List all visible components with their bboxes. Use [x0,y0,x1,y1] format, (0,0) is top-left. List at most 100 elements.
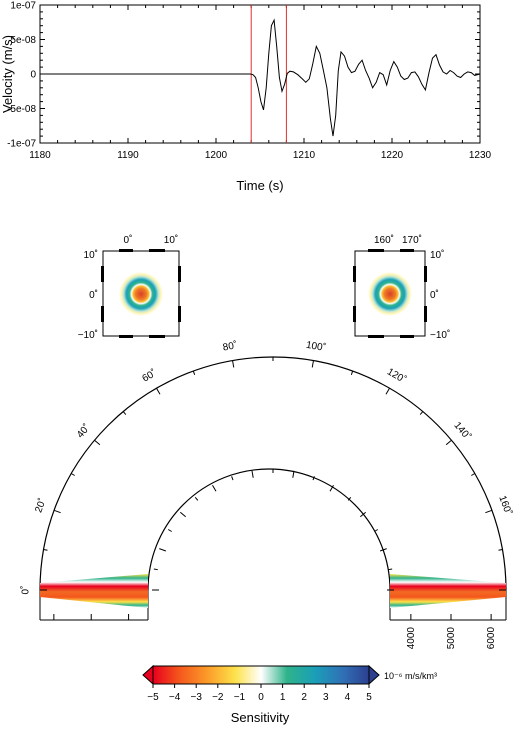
left-kernel-banana [40,574,148,608]
window-markers [250,5,287,143]
receiver-map-lon-label-0: 160˚ [374,234,394,246]
source-kernel-pattern [116,269,166,319]
colorbar-tick-label: 3 [323,692,329,703]
inner-angle-tick [212,484,217,492]
inner-angle-tick [153,568,158,571]
colorbar-ticks: −5 −4 −3 −2 −1 0 1 2 3 4 5 [147,684,372,703]
receiver-map-lon-label-1: 170˚ [402,234,422,246]
receiver-kernel-pattern [365,269,415,319]
inner-angle-tick [379,548,387,552]
inner-angle-tick [231,476,234,481]
colorbar-tick-label: −5 [147,692,159,703]
colorbar-tick-label: −2 [212,692,224,703]
receiver-map-lat-label-2: −10˚ [430,329,450,341]
inner-angle-tick [167,529,172,532]
outer-angle-tick [485,509,493,514]
inner-arc [147,468,391,591]
angle-tick-label: 140˚ [451,419,473,442]
colorbar-tick-label: 0 [258,692,264,703]
colorbar-gradient [152,665,370,685]
right-kernel-banana [390,574,506,608]
radius-ticks: 4000 5000 6000 [53,614,497,650]
source-map-lat-label-2: −10˚ [78,329,98,341]
receiver-map-lat-label-0: 10˚ [430,249,444,261]
source-map-border-bars [101,249,181,338]
x-tick-label: 1220 [381,150,404,161]
outer-angle-tick [498,549,503,551]
receiver-map-panel: 160˚ 170˚ 10˚ 0˚ −10˚ [353,234,450,341]
y-tick-label: -1e-07 [7,139,36,150]
inner-angle-tick [251,470,254,478]
outer-angle-tick [156,387,161,395]
angle-tick-label: 120˚ [385,366,408,386]
outer-angle-tick [192,370,196,375]
angle-tick-label: 100˚ [305,339,327,354]
inner-angle-tick [347,496,352,501]
cross-section-panel: 0˚ 20˚ 40˚ 60˚ 80˚ 100˚ 120˚ 140˚ 160˚ 4000 5000 6… [20,339,515,650]
x-tick-label: 1200 [205,150,228,161]
velocity-trace [40,18,481,137]
colorbar-tick-label: −4 [169,692,181,703]
colorbar-tick-label: 4 [345,692,351,703]
colorbar-tick-label: 5 [366,692,372,703]
colorbar-tick-label: −1 [234,692,246,703]
inner-angle-tick [374,529,379,532]
colorbar-tick-label: −3 [190,692,202,703]
radius-tick-label: 4000 [406,627,417,650]
y-tick-label: 0 [30,70,36,81]
y-axis-label: Velocity (m/s) [0,35,15,113]
source-map-lon-label-1: 10˚ [164,234,178,246]
seismogram-x-ticks: 1180 1190 1200 1210 1220 1230 [29,5,492,161]
inner-angle-tick [194,496,199,501]
radius-tick-label: 6000 [486,627,497,650]
outer-angle-tick [311,360,314,368]
outer-angle-tick [122,411,127,415]
outer-arc [39,356,507,591]
outer-angle-tick [445,439,452,446]
x-tick-label: 1190 [117,150,139,161]
angle-tick-label: 80˚ [222,339,238,353]
colorbar-tick-label: 1 [280,692,286,703]
angle-tick-label: 20˚ [32,497,48,515]
x-tick-label: 1210 [293,150,316,161]
inner-angle-tick [292,470,295,478]
radius-tick-label: 5000 [446,627,457,650]
inner-angle-tick [312,476,315,481]
y-tick-label: 1e-07 [10,1,36,12]
outer-angle-tick [70,473,75,476]
inner-angle-tick [159,548,167,552]
angle-tick-label: 0˚ [20,586,32,595]
inner-angle-tick [360,511,367,518]
receiver-map-lat-label-1: 0˚ [430,289,439,301]
y-tick-label: 5e-08 [10,35,36,46]
seismogram-y-ticks: 1e-07 5e-08 0 -5e-08 -1e-07 [7,1,480,150]
outer-angle-tick [232,360,235,368]
colorbar: −5 −4 −3 −2 −1 0 1 2 3 4 5 10⁻⁶ m/s/km³ Sensitivit… [142,664,437,725]
colorbar-left-arrow [142,664,154,686]
x-axis-label: Time (s) [236,178,283,193]
x-tick-label: 1180 [29,150,51,161]
seismogram-panel: 1180 1190 1200 1210 1220 1230 1e-07 5e-08 0 -5e-… [0,1,492,194]
colorbar-tick-label: 2 [301,692,307,703]
source-map-panel: 0˚ 10˚ 10˚ 0˚ −10˚ [78,234,181,341]
outer-angle-tick [419,411,424,415]
outer-angle-tick [94,439,101,446]
angle-tick-label: 60˚ [140,367,159,385]
outer-angle-tick [53,509,61,514]
source-map-lat-label-1: 0˚ [89,289,98,301]
outer-angle-tick [43,549,48,551]
outer-angle-tick [350,370,354,375]
angle-tick-label: 40˚ [74,422,92,441]
angle-ticks: 0˚ 20˚ 40˚ 60˚ 80˚ 100˚ 120˚ 140˚ 160˚ [20,339,515,595]
colorbar-label: Sensitivity [231,710,290,725]
source-map-lon-label-0: 0˚ [124,234,133,246]
inner-angle-tick [329,484,334,492]
x-tick-label: 1230 [469,150,492,161]
outer-angle-tick [385,387,390,395]
inner-angle-tick [179,511,186,518]
receiver-map-border-bars [353,249,427,338]
outer-angle-tick [471,473,476,476]
angle-tick-label: 160˚ [496,494,514,517]
y-tick-label: -5e-08 [7,104,36,115]
